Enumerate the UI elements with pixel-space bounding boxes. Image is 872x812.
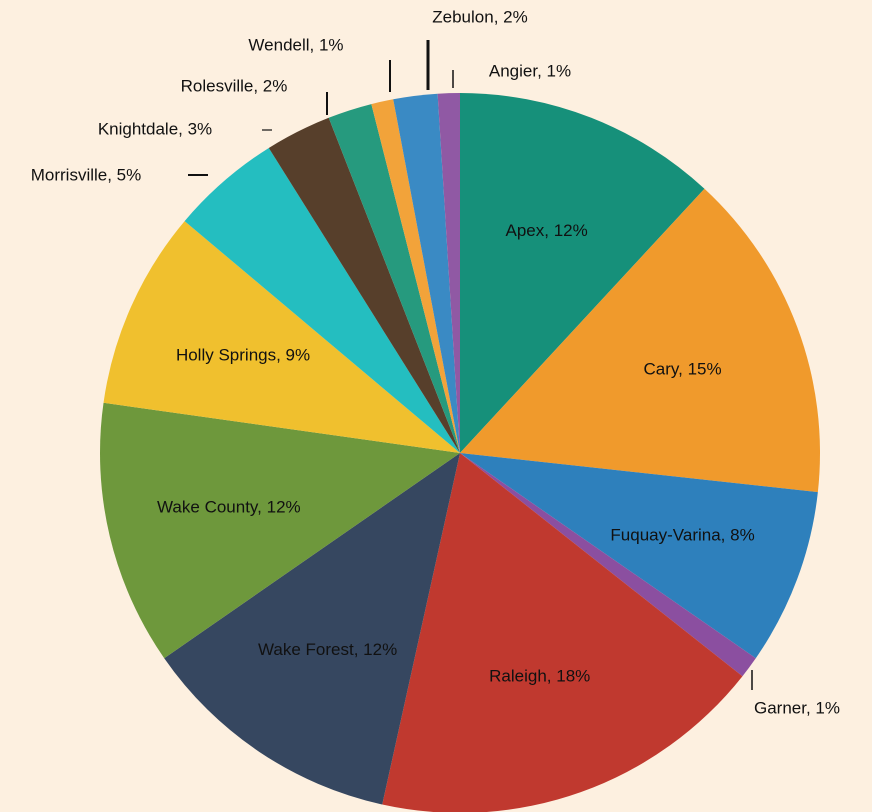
pie-slice: [100, 402, 460, 659]
slice-label: Zebulon, 2%: [432, 7, 527, 26]
pie-slice: [371, 99, 460, 453]
slice-label: Angier, 1%: [489, 61, 571, 80]
pie-slice: [184, 147, 461, 453]
pie-slice: [268, 117, 460, 453]
slice-label: Apex, 12%: [506, 221, 588, 240]
slice-label: Rolesville, 2%: [181, 76, 288, 95]
slice-label: Cary, 15%: [644, 359, 722, 378]
pie-slice: [328, 104, 460, 453]
slice-label: Fuquay-Varina, 8%: [610, 526, 754, 545]
slice-label: Holly Springs, 9%: [176, 346, 310, 365]
pie-slice: [460, 453, 756, 677]
pie-slice: [103, 221, 460, 453]
pie-slice: [460, 93, 705, 453]
slice-label: Wake Forest, 12%: [258, 640, 397, 659]
slice-label: Knightdale, 3%: [98, 119, 212, 138]
slice-label: Wake County, 12%: [157, 497, 301, 516]
slice-label: Raleigh, 18%: [489, 666, 590, 685]
pie-slice: [393, 93, 460, 454]
slice-label: Garner, 1%: [754, 698, 840, 717]
slice-label: Wendell, 1%: [248, 35, 343, 54]
pie-slice: [164, 453, 460, 805]
pie-slice: [437, 93, 460, 453]
pie-slice: [460, 188, 820, 493]
pie-slice: [460, 453, 818, 659]
slice-label: Morrisville, 5%: [31, 165, 142, 184]
pie-slice: [382, 453, 743, 812]
